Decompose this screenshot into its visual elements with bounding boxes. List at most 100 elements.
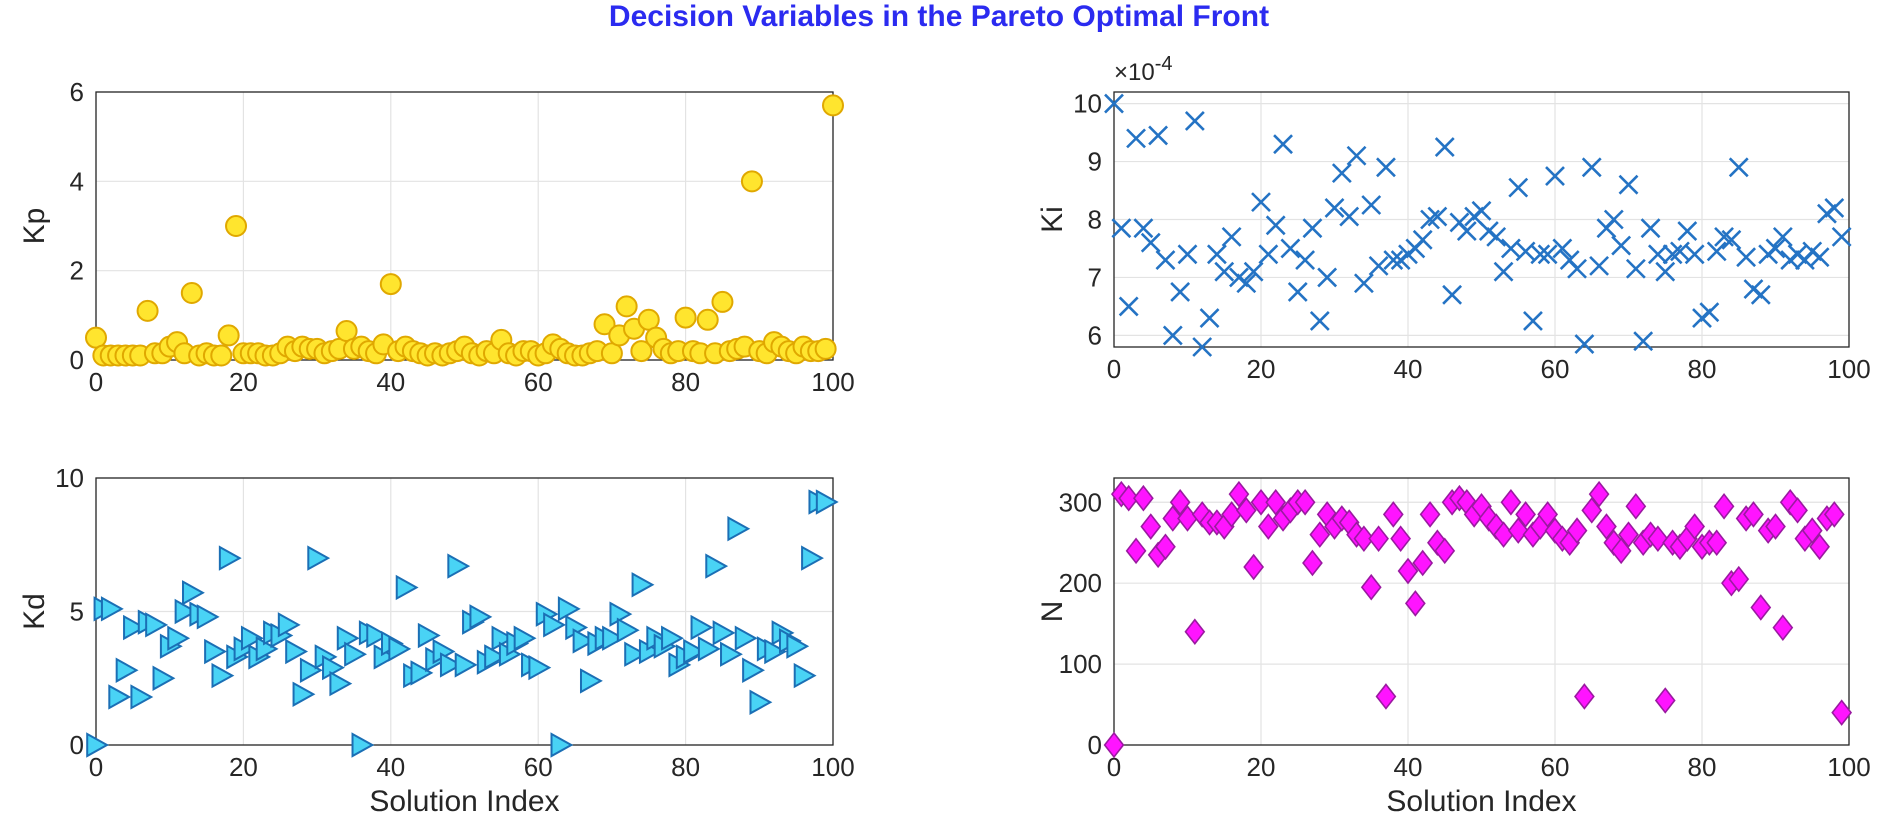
point-ki [1765,238,1786,259]
point-kd [240,625,264,651]
point-ki [1148,125,1169,146]
point-n [1610,537,1632,565]
x-tick-label: 20 [229,367,258,397]
point-kd [764,638,788,665]
point-ki [1295,250,1316,270]
point-n [1706,529,1728,557]
x-tick-label: 40 [1394,752,1423,782]
point-ki [1684,244,1705,265]
point-ki [1603,209,1624,230]
point-ki [1618,174,1639,195]
point-kd [734,625,758,651]
point-kd [130,684,154,710]
point-kp [180,282,203,304]
point-kp [615,295,638,318]
point-n [1118,484,1140,512]
point-ki [1361,195,1382,215]
point-n [1103,731,1125,759]
point-n [1390,525,1412,552]
point-kd [152,665,176,691]
point-ki [1456,221,1477,242]
y-tick-label: 2 [70,256,84,286]
x-tick-label: 20 [1247,752,1276,782]
point-ki [1427,206,1448,227]
point-kd [469,604,493,630]
point-kd [543,612,566,638]
axis-exponent-label: ×10-4 [1114,53,1173,86]
point-kd [697,636,721,662]
point-n [1382,501,1404,528]
point-ki [1162,325,1183,346]
y-tick-label: 8 [1088,205,1102,235]
point-kp [822,94,844,117]
point-ki [1346,145,1367,166]
point-ki [1699,302,1720,323]
point-n [1654,687,1676,714]
point-kd [439,652,463,678]
point-kp [814,337,837,360]
y-tick-label: 100 [1059,649,1102,679]
point-ki [1736,247,1757,268]
y-tick-label: 10 [55,463,84,493]
point-kd [388,636,412,662]
point-ki [1721,229,1742,250]
point-kd [712,620,736,646]
point-n [1537,501,1559,528]
point-n [1302,549,1323,577]
point-ki [1155,250,1176,270]
point-ki [1383,250,1404,270]
point-kd [579,668,603,694]
point-n [1257,513,1279,540]
point-n [1265,488,1287,516]
point-kp [217,324,240,347]
x-tick-label: 40 [376,367,405,397]
point-kd [690,614,714,641]
point-ki [1831,226,1852,247]
y-tick-label: 6 [70,77,84,107]
point-kd [705,553,729,579]
point-kd [727,516,751,542]
point-ki [1530,244,1551,265]
point-kp [630,340,653,363]
point-ki [1493,261,1514,282]
point-ki [1126,128,1146,149]
point-n [1250,488,1272,516]
point-ki [1537,244,1558,265]
point-n [1243,553,1265,581]
point-ki [1625,258,1646,279]
point-ki [1221,226,1242,247]
point-n [1500,488,1522,516]
point-n [1235,497,1257,524]
point-n [1625,493,1647,520]
point-kd [742,657,765,683]
point-kd [550,732,574,758]
point-kd [100,596,124,622]
point-kd [572,628,596,654]
x-tick-label: 80 [671,367,700,397]
point-ki [1280,238,1301,259]
point-ki [1104,93,1124,114]
point-ki [1728,157,1749,178]
point-kp [225,215,248,237]
point-n [1162,505,1184,532]
x-tick-label: 100 [1827,354,1870,384]
point-kd [417,622,441,649]
point-n [1507,517,1529,544]
y-tick-label: 300 [1059,487,1102,517]
point-n [1596,513,1617,540]
point-ki [1545,166,1565,186]
point-ki [1508,177,1529,198]
point-kp [711,290,734,313]
point-n [1404,590,1426,617]
point-n [1588,480,1610,508]
point-ki [1824,197,1845,218]
point-kd [624,641,648,667]
point-kp [593,313,616,336]
panel-n: 0 20 40 60 80 100 0 100 200 300 N Solution Index [1036,477,1871,818]
point-ki [1471,200,1492,221]
y-axis-label: N [1036,601,1069,623]
point-kd [801,545,824,571]
point-n [1140,513,1162,540]
point-kd [86,732,110,758]
point-kp [136,299,159,322]
